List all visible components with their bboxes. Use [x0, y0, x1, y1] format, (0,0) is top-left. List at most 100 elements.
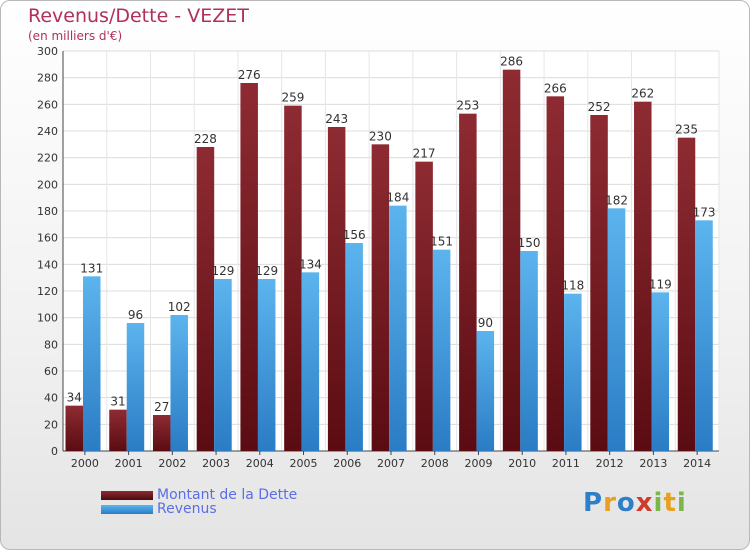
bar-dette: [590, 115, 608, 451]
x-tick-label: 2009: [464, 457, 492, 470]
data-label: 173: [693, 205, 716, 219]
x-tick-label: 2010: [508, 457, 536, 470]
data-labels: 34 131 31 96 27 102 228 129 276 129 259 134 243 156 23…: [67, 55, 716, 414]
data-label: 230: [369, 129, 392, 143]
x-tick-label: 2006: [333, 457, 361, 470]
bar-dette: [371, 144, 390, 452]
legend-label-dette: Montant de la Dette: [157, 487, 298, 503]
data-label: 151: [430, 235, 453, 249]
y-tick-label: 40: [44, 392, 58, 405]
x-tick-label: 2000: [71, 457, 99, 470]
bar-revenus: [301, 272, 320, 451]
y-tick-label: 180: [37, 205, 58, 218]
x-tick-label: 2008: [421, 457, 449, 470]
bar-dette: [459, 113, 477, 452]
x-tick-label: 2007: [377, 457, 405, 470]
x-tick-label: 2014: [683, 457, 711, 470]
data-label: 27: [154, 400, 169, 414]
data-label: 119: [649, 277, 672, 291]
bar-revenus: [257, 279, 276, 451]
bar-dette: [240, 83, 258, 451]
y-tick-label: 160: [37, 232, 58, 245]
y-tick-label: 260: [37, 98, 58, 111]
legend-label-revenus: Revenus: [157, 501, 217, 517]
bar-revenus: [126, 323, 145, 451]
bar-dette: [546, 96, 565, 451]
data-label: 129: [255, 264, 278, 278]
bar-revenus: [170, 315, 188, 451]
bar-revenus: [564, 293, 582, 451]
y-tick-label: 220: [37, 152, 58, 165]
data-label: 129: [211, 264, 234, 278]
data-label: 228: [194, 132, 217, 146]
bars: [65, 69, 713, 452]
data-label: 286: [500, 55, 523, 69]
y-tick-label: 120: [37, 285, 58, 298]
bar-dette: [415, 161, 433, 451]
bar-dette: [196, 147, 215, 451]
y-tick-label: 60: [44, 365, 58, 378]
logo-letter: o: [616, 488, 636, 518]
logo-letter: x: [635, 488, 654, 518]
x-tick-label: 2005: [290, 457, 318, 470]
data-label: 253: [456, 99, 479, 113]
bar-revenus: [476, 331, 495, 451]
y-tick-label: 300: [37, 45, 58, 58]
legend-item-dette: Montant de la Dette: [101, 487, 297, 503]
legend-swatch-revenus: [101, 504, 153, 514]
x-tick-label: 2004: [246, 457, 274, 470]
bar-revenus: [214, 279, 232, 451]
data-label: 34: [67, 391, 82, 405]
y-tick-label: 140: [37, 258, 58, 271]
data-label: 118: [561, 279, 584, 293]
data-label: 156: [343, 228, 366, 242]
bar-revenus: [520, 251, 538, 451]
x-tick-label: 2013: [639, 457, 667, 470]
data-label: 235: [675, 123, 698, 137]
bar-dette: [502, 69, 521, 452]
y-tick-label: 280: [37, 72, 58, 85]
data-label: 182: [605, 193, 628, 207]
y-tick-label: 0: [51, 445, 58, 458]
data-label: 217: [413, 147, 436, 161]
logo-letter: P: [583, 488, 604, 518]
bar-dette: [284, 105, 302, 452]
bar-revenus: [432, 249, 451, 451]
bar-dette: [65, 405, 83, 451]
bar-revenus: [695, 220, 713, 451]
y-tick-label: 20: [44, 418, 58, 431]
bar-revenus: [83, 276, 101, 451]
data-label: 96: [128, 308, 143, 322]
data-label: 266: [544, 81, 567, 95]
data-label: 131: [80, 261, 103, 275]
y-tick-label: 80: [44, 338, 58, 351]
bar-revenus: [651, 292, 670, 451]
data-label: 150: [518, 236, 541, 250]
y-tick-label: 200: [37, 178, 58, 191]
proxiti-logo: Proxiti: [583, 488, 687, 518]
logo-letter: r: [603, 488, 617, 518]
x-tick-label: 2001: [115, 457, 143, 470]
chart-title: Revenus/Dette - VEZET: [28, 5, 249, 27]
data-label: 259: [281, 91, 304, 105]
logo-letter: i: [653, 488, 664, 518]
y-tick-label: 240: [37, 125, 58, 138]
x-tick-label: 2012: [596, 457, 624, 470]
x-tick-label: 2002: [158, 457, 186, 470]
logo-letter: t: [663, 488, 677, 518]
logo-letter: i: [676, 488, 687, 518]
legend-item-revenus: Revenus: [101, 501, 217, 517]
data-label: 31: [110, 395, 125, 409]
x-tick-label: 2011: [552, 457, 580, 470]
data-label: 276: [238, 68, 261, 82]
bar-revenus: [345, 243, 363, 451]
bar-dette: [152, 415, 171, 451]
x-tick-label: 2003: [202, 457, 230, 470]
bar-revenus: [607, 208, 626, 451]
y-tick-label: 100: [37, 312, 58, 325]
data-label: 262: [631, 87, 654, 101]
bar-dette: [327, 127, 346, 451]
data-label: 102: [168, 300, 191, 314]
